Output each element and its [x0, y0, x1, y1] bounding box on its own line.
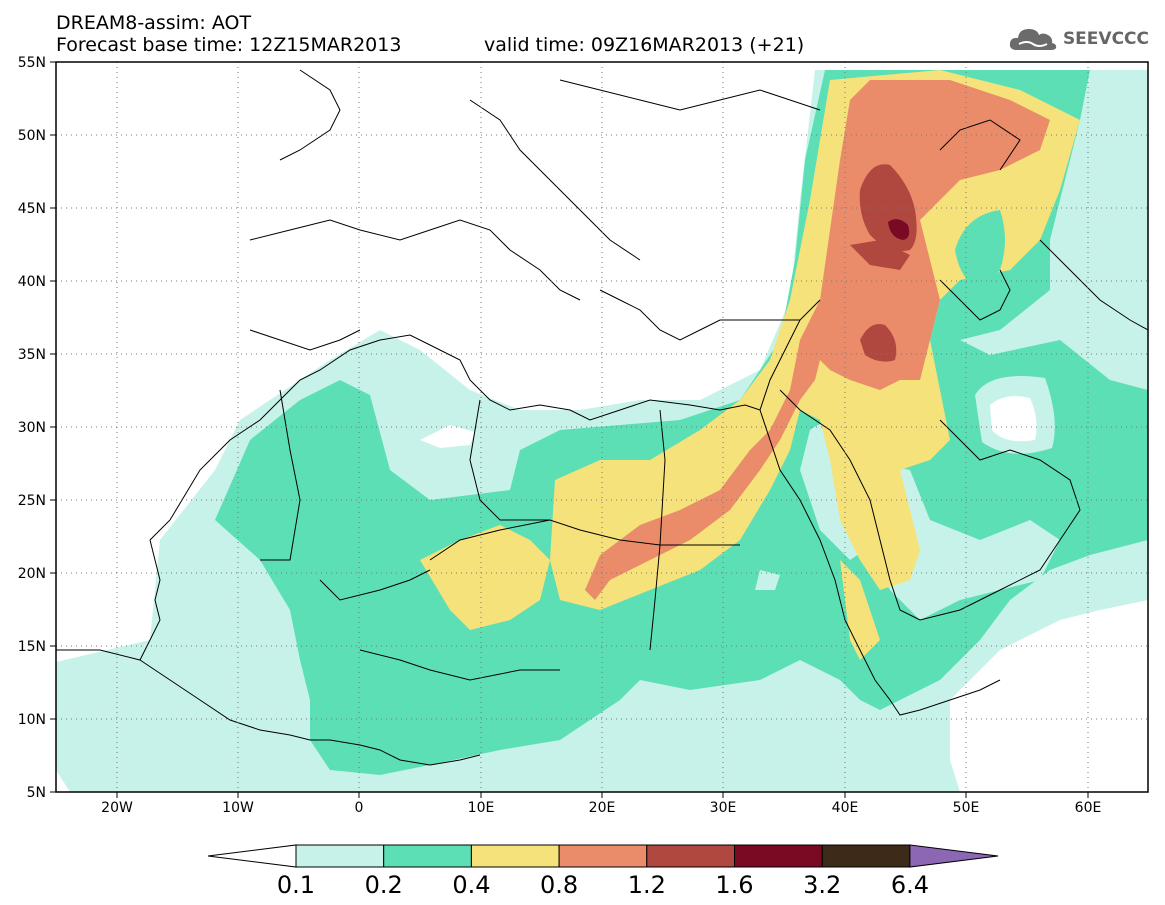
colorbar-over-arrow [909, 844, 999, 868]
lat-label: 50N [18, 128, 46, 144]
lat-label: 5N [27, 785, 46, 801]
lon-label: 30E [710, 800, 737, 816]
lon-label: 20E [589, 800, 616, 816]
lat-label: 40N [18, 274, 46, 290]
lat-label: 45N [18, 201, 46, 217]
colorbar [207, 844, 999, 868]
colorbar-box [646, 844, 735, 868]
lat-label: 30N [18, 420, 46, 436]
aot-0-8-region [585, 80, 1050, 600]
colorbar-box [821, 844, 911, 868]
colorbar-box [295, 844, 385, 868]
seevccc-logo: SEEVCCC [1007, 24, 1149, 54]
valid-time: valid time: 09Z16MAR2013 (+21) [484, 34, 805, 56]
lat-label: 25N [18, 493, 46, 509]
lat-label: 15N [18, 639, 46, 655]
lon-label: 0 [355, 800, 364, 816]
lat-label: 55N [18, 55, 46, 71]
lat-label: 35N [18, 347, 46, 363]
colorbar-label: 0.4 [452, 871, 490, 899]
logo-text: SEEVCCC [1062, 29, 1149, 49]
graticule [56, 62, 1148, 792]
cloud-icon [1009, 29, 1057, 50]
lon-label: 20W [101, 800, 133, 816]
map-title: DREAM8-assim: AOT [56, 12, 252, 34]
colorbar-label: 0.8 [540, 871, 578, 899]
colorbar-label: 6.4 [891, 871, 929, 899]
aot-field [56, 62, 1148, 792]
lon-label: 40E [832, 800, 859, 816]
colorbar-box [558, 844, 648, 868]
colorbar-label: 1.6 [715, 871, 753, 899]
lon-label: 10E [468, 800, 495, 816]
colorbar-box [734, 844, 823, 868]
colorbar-label: 0.1 [277, 871, 315, 899]
base-time: Forecast base time: 12Z15MAR2013 [56, 34, 402, 56]
colorbar-label: 0.2 [365, 871, 403, 899]
colorbar-label: 1.2 [628, 871, 666, 899]
lat-label: 20N [18, 566, 46, 582]
colorbar-under-arrow [207, 844, 297, 868]
aot-1-6-region [888, 219, 910, 240]
coastlines [56, 69, 1148, 766]
colorbar-box [383, 844, 472, 868]
colorbar-box [470, 844, 560, 868]
lon-label: 60E [1075, 800, 1102, 816]
aot-0-4-region [420, 525, 550, 630]
colorbar-label: 3.2 [803, 871, 841, 899]
lat-label: 10N [18, 712, 46, 728]
lon-label: 50E [953, 800, 980, 816]
lon-label: 10W [222, 800, 254, 816]
